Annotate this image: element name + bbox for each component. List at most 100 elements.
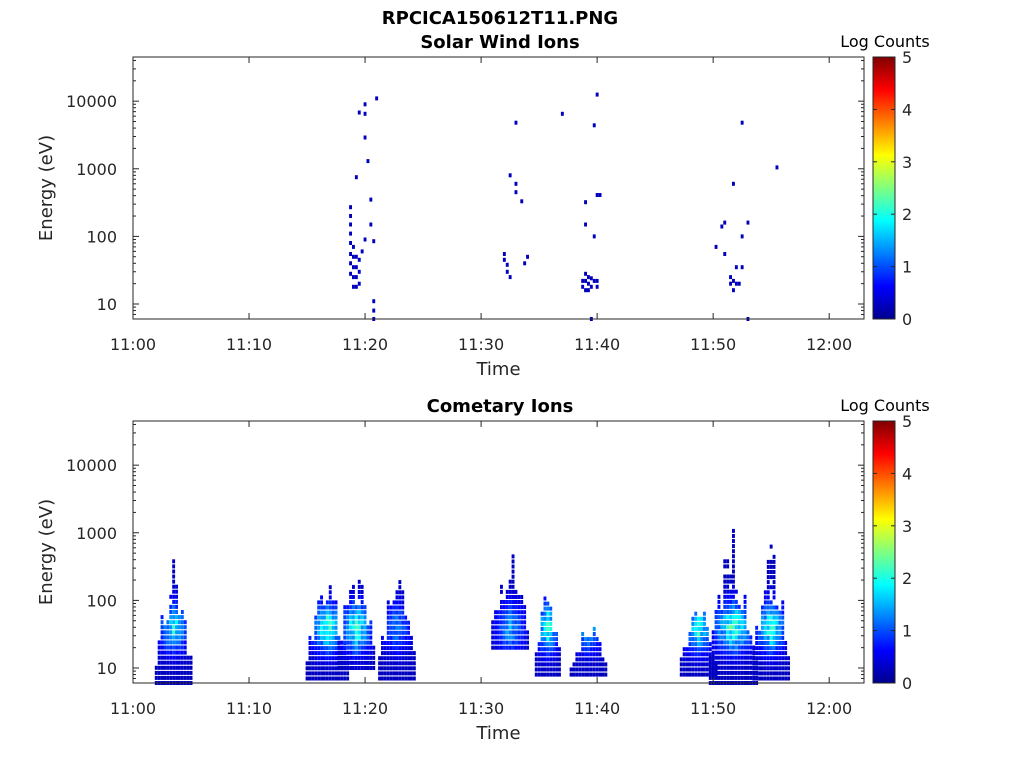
heatmap-cell [352, 254, 355, 259]
heatmap-cell [740, 610, 744, 614]
heatmap-cell [392, 620, 396, 625]
heatmap-cell [357, 660, 361, 665]
heatmap-cell [546, 667, 550, 672]
heatmap-cell [166, 635, 170, 640]
heatmap-cell [412, 671, 416, 676]
heatmap-cell [325, 635, 329, 640]
heatmap-cell [694, 652, 698, 657]
heatmap-cell [732, 655, 735, 660]
heatmap-cell [523, 635, 527, 640]
heatmap-cell [737, 645, 741, 650]
heatmap-cell [407, 620, 410, 625]
heatmap-cell [537, 647, 541, 652]
heatmap-cell [746, 675, 750, 680]
heatmap-cell [404, 641, 408, 645]
heatmap-cell [317, 651, 321, 656]
heatmap-cell [514, 190, 518, 195]
heatmap-cell [175, 625, 178, 630]
heatmap-cell [534, 667, 538, 672]
heatmap-cell [331, 646, 335, 651]
heatmap-cell [410, 661, 413, 666]
heatmap-cell [766, 666, 770, 671]
heatmap-cell [740, 655, 744, 660]
heatmap-cell [711, 655, 715, 660]
heatmap-cell [508, 640, 512, 645]
heatmap-cell [363, 615, 367, 620]
heatmap-cell [354, 175, 358, 180]
heatmap-cell [769, 661, 773, 666]
heatmap-cell [763, 651, 767, 656]
heatmap-cell [734, 604, 738, 609]
heatmap-cell [578, 672, 582, 677]
heatmap-cell [520, 600, 524, 604]
heatmap-cell [311, 651, 315, 656]
heatmap-cell [317, 671, 321, 676]
heatmap-cell [540, 662, 544, 667]
heatmap-cell [775, 635, 779, 640]
heatmap-cell [343, 666, 347, 670]
heatmap-cell [732, 640, 735, 645]
heatmap-cell [166, 625, 170, 630]
heatmap-cell [331, 666, 335, 671]
heatmap-cell [325, 620, 329, 625]
heatmap-cell [763, 671, 767, 676]
heatmap-cell [703, 672, 706, 677]
heatmap-cell [178, 665, 181, 670]
heatmap-cell [505, 625, 509, 630]
heatmap-cell [705, 662, 709, 667]
heatmap-cell [366, 635, 370, 640]
heatmap-cell [726, 564, 730, 569]
heatmap-cell [395, 641, 399, 645]
heatmap-cell [407, 656, 410, 661]
heatmap-cell [595, 642, 599, 647]
heatmap-cell [592, 642, 596, 647]
heatmap-cell [685, 657, 689, 662]
heatmap-cell [349, 625, 352, 630]
heatmap-cell [328, 646, 332, 651]
heatmap-cell [354, 660, 358, 665]
heatmap-cell [595, 652, 599, 657]
heatmap-cell [160, 640, 164, 645]
heatmap-cell [726, 574, 730, 579]
heatmap-cell [732, 528, 735, 533]
heatmap-cell [175, 589, 178, 594]
heatmap-cell [360, 615, 364, 620]
heatmap-cell [787, 661, 790, 666]
heatmap-cell [180, 635, 184, 640]
heatmap-cell [366, 655, 370, 660]
heatmap-cell [729, 615, 732, 620]
heatmap-cell [717, 645, 721, 650]
heatmap-cell [734, 645, 738, 650]
heatmap-cell [688, 642, 692, 647]
heatmap-cell [714, 670, 718, 675]
heatmap-cell [172, 620, 176, 625]
heatmap-cell [694, 616, 698, 621]
heatmap-cell [180, 615, 184, 620]
heatmap-cell [758, 635, 761, 640]
heatmap-cell [775, 651, 779, 656]
heatmap-cell [412, 666, 416, 671]
heatmap-cell [769, 620, 773, 625]
heatmap-cell [737, 281, 741, 286]
heatmap-cell [723, 640, 727, 645]
heatmap-cell [766, 580, 770, 585]
heatmap-cell [732, 544, 735, 549]
heatmap-cell [543, 601, 547, 606]
heatmap-cell [743, 635, 747, 640]
heatmap-cell [401, 610, 405, 615]
heatmap-cell [178, 630, 181, 635]
heatmap-cell [520, 610, 524, 615]
heatmap-cell [523, 261, 527, 266]
heatmap-cell [508, 610, 512, 615]
heatmap-cell [343, 660, 347, 665]
heatmap-cell [398, 635, 402, 640]
heatmap-cell [705, 652, 709, 657]
heatmap-cell [323, 625, 326, 630]
heatmap-cell [317, 605, 321, 610]
heatmap-cell [175, 650, 178, 655]
heatmap-cell [354, 284, 358, 289]
heatmap-cell [352, 630, 355, 635]
heatmap-cell [349, 205, 352, 210]
heatmap-cell [766, 620, 770, 625]
